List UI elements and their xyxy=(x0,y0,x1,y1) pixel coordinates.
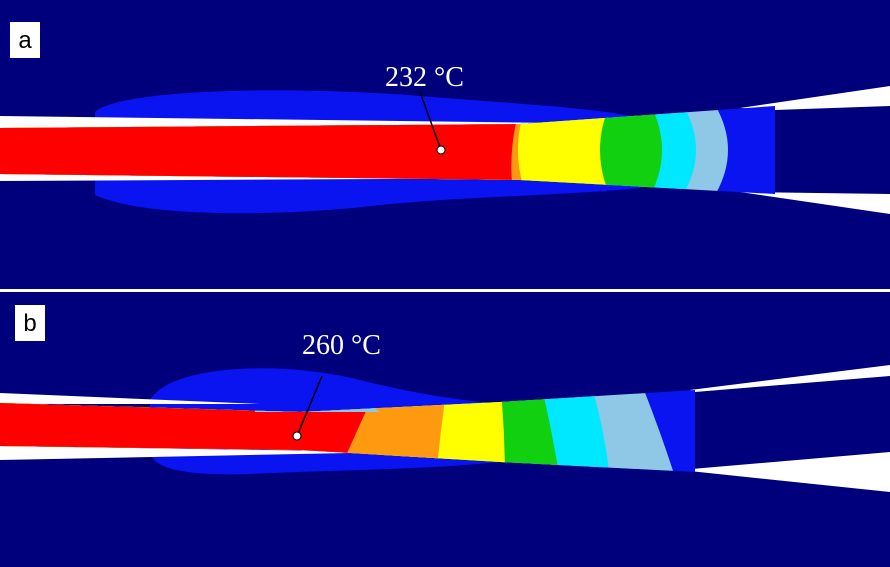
panel-b: b 260 °C xyxy=(0,292,890,567)
gap xyxy=(740,86,890,110)
gap xyxy=(740,192,890,214)
gap xyxy=(680,452,890,492)
gap xyxy=(0,393,260,404)
probe-point xyxy=(292,431,302,441)
panel-a: a 232 °C xyxy=(0,0,890,289)
label-box xyxy=(10,22,40,58)
leader-line xyxy=(419,91,442,151)
leader-line xyxy=(296,375,323,437)
gap xyxy=(690,365,890,392)
panel-label: a xyxy=(18,27,32,54)
panel-label: b xyxy=(23,310,36,337)
gap xyxy=(0,446,400,460)
probe-point xyxy=(436,145,446,155)
annotation: 232 °C xyxy=(385,62,464,93)
annotation: 260 °C xyxy=(302,330,381,361)
label-box xyxy=(15,305,45,341)
